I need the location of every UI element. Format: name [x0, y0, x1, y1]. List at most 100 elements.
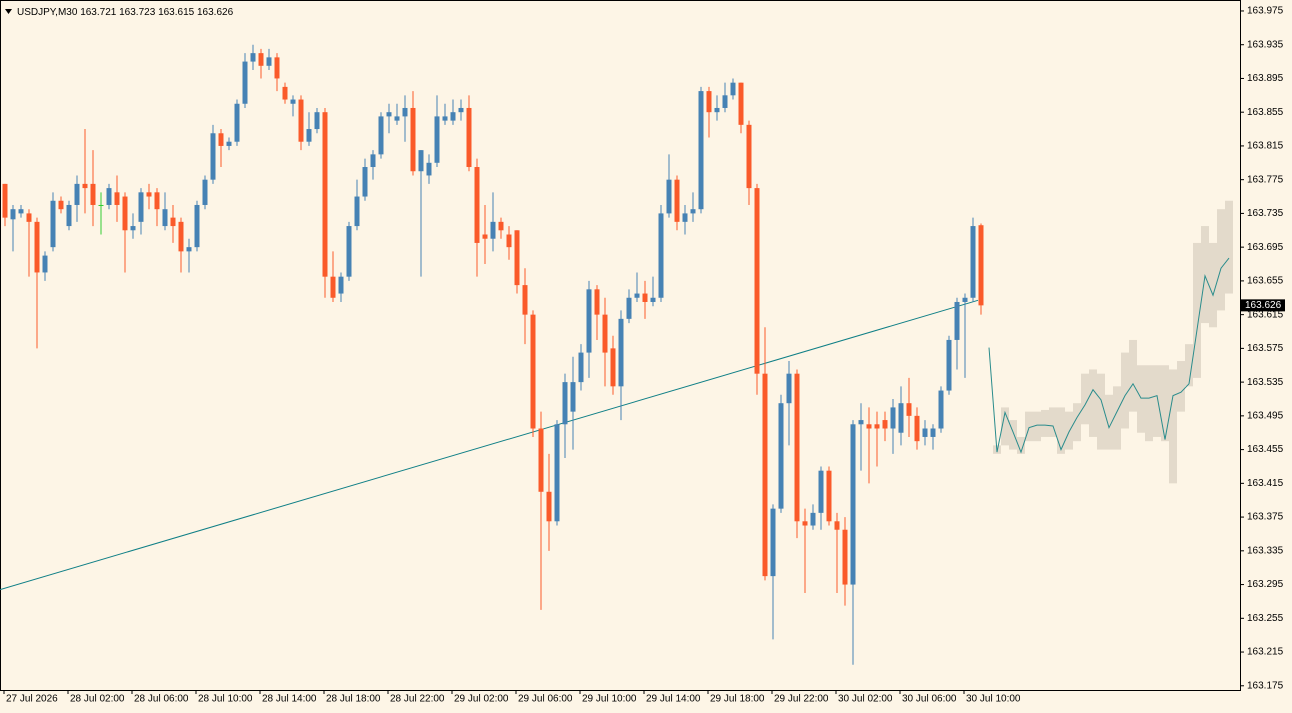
candle-body — [266, 57, 272, 66]
x-tick-label: 27 Jul 2026 — [6, 694, 58, 705]
y-tick-label: 163.575 — [1247, 343, 1284, 354]
candle-body — [410, 107, 416, 172]
x-tick-label: 30 Jul 02:00 — [838, 694, 893, 705]
y-tick-label: 163.455 — [1247, 444, 1284, 455]
candle-body — [930, 428, 936, 437]
candle-body — [178, 221, 184, 252]
forecast-band — [1073, 403, 1081, 442]
candle-body — [546, 491, 552, 522]
y-tick-label: 163.695 — [1247, 242, 1284, 253]
menu-arrow[interactable] — [5, 9, 12, 14]
candle-body — [810, 512, 816, 526]
forecast-band — [1081, 373, 1089, 425]
candle-body — [634, 293, 640, 298]
y-tick-label: 163.215 — [1247, 647, 1284, 658]
candle-body — [354, 196, 360, 227]
candle-body — [18, 209, 24, 214]
candle-body — [506, 234, 512, 248]
candle-body — [210, 133, 216, 180]
candle-body — [882, 420, 888, 429]
candle-body — [874, 424, 880, 429]
candle-body — [594, 289, 600, 315]
candle-body — [802, 521, 808, 526]
forecast-band — [1097, 373, 1105, 450]
forecast-band — [1033, 411, 1041, 442]
candle-body — [194, 204, 200, 248]
y-tick-label: 163.855 — [1247, 107, 1284, 118]
candle-body — [730, 82, 736, 96]
candle-body — [818, 470, 824, 513]
price-tag — [1241, 299, 1285, 312]
price-tag-label: 163.626 — [1245, 300, 1282, 311]
candle-body — [610, 348, 616, 387]
candle-body — [698, 91, 704, 210]
forecast-band — [1153, 365, 1161, 437]
candle-body — [146, 192, 152, 197]
candle-body — [122, 196, 128, 231]
y-tick-label: 163.535 — [1247, 377, 1284, 388]
candle-body — [362, 167, 368, 197]
forecast-band — [1017, 436, 1025, 454]
candle-body — [154, 192, 160, 210]
forecast-band — [1137, 365, 1145, 433]
plot — [0, 44, 1233, 665]
candle-body — [914, 415, 920, 442]
candle-body — [26, 213, 32, 222]
candle-body — [458, 107, 464, 113]
candle-body — [330, 276, 336, 298]
chart-title: USDJPY,M30 — [17, 7, 78, 18]
candle-body — [586, 289, 592, 353]
candle-body — [290, 99, 296, 104]
candle-body — [130, 226, 136, 231]
candle-body — [314, 112, 320, 130]
candle-body — [482, 234, 488, 239]
candle-body — [346, 226, 352, 277]
forecast-band — [1121, 352, 1129, 429]
candle-body — [530, 314, 536, 429]
y-tick-label: 163.615 — [1247, 309, 1284, 320]
candle-body — [474, 167, 480, 243]
candle-body — [106, 188, 112, 205]
x-tick-label: 28 Jul 18:00 — [326, 694, 381, 705]
plot-frame — [0, 0, 1241, 691]
candle-body — [538, 428, 544, 492]
candle-body — [498, 221, 504, 231]
candle-body — [858, 420, 864, 425]
candle-body — [946, 339, 952, 391]
x-tick-label: 30 Jul 06:00 — [902, 694, 957, 705]
candle-body — [450, 112, 456, 121]
candle-body — [426, 162, 432, 176]
forecast-band — [1113, 386, 1121, 450]
forecast-band — [1145, 365, 1153, 442]
y-tick-label: 163.655 — [1247, 276, 1284, 287]
candle-body — [626, 297, 632, 319]
candle-body — [650, 297, 656, 302]
ohlc-low: 163.615 — [158, 7, 195, 18]
x-tick-label: 29 Jul 10:00 — [582, 694, 637, 705]
candle-body — [66, 204, 72, 227]
forecast-band — [1177, 361, 1185, 412]
forecast-line — [988, 257, 1230, 454]
candle-body — [690, 209, 696, 214]
y-tick-label: 163.375 — [1247, 512, 1284, 523]
x-tick-label: 29 Jul 14:00 — [646, 694, 701, 705]
chart-header: USDJPY,M30 163.721 163.723 163.615 163.6… — [17, 7, 234, 18]
x-tick-label: 28 Jul 02:00 — [70, 694, 125, 705]
candle-body — [98, 204, 104, 206]
candle-body — [114, 192, 120, 205]
candle-body — [714, 107, 720, 113]
forecast-band — [1009, 420, 1017, 450]
candle-body — [642, 293, 648, 302]
forecast-band — [1105, 394, 1113, 450]
y-tick-label: 163.415 — [1247, 478, 1284, 489]
candle-body — [562, 382, 568, 425]
candle-body — [162, 209, 168, 227]
candle-body — [570, 382, 576, 412]
candle-body — [250, 53, 256, 62]
candle-body — [10, 209, 16, 220]
forecast-band — [1025, 411, 1033, 442]
candle-body — [682, 213, 688, 222]
forecast-band — [1089, 369, 1097, 437]
